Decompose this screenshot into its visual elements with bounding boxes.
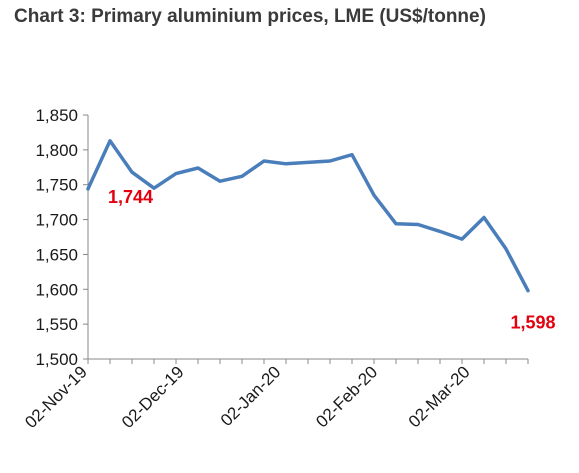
- y-tick-label: 1,650: [35, 245, 78, 264]
- x-tick-label: 02-Feb-20: [312, 362, 381, 431]
- chart-title: Chart 3: Primary aluminium prices, LME (…: [14, 6, 486, 27]
- data-label: 1,598: [510, 313, 555, 333]
- series-group: [86, 139, 530, 293]
- y-tick-label: 1,750: [35, 176, 78, 195]
- y-axis-tick-labels: 1,500 1,550 1,600 1,650 1,700 1,750 1,800 1,850: [35, 106, 78, 369]
- y-tick-label: 1,550: [35, 315, 78, 334]
- data-label: 1,744: [108, 187, 153, 207]
- y-tick-label: 1,850: [35, 106, 78, 125]
- price-series-line: [86, 139, 530, 293]
- y-tick-label: 1,700: [35, 211, 78, 230]
- x-tick-label: 02-Nov-19: [21, 362, 91, 432]
- x-tick-label: 02-Dec-19: [118, 362, 188, 432]
- y-tick-label: 1,800: [35, 141, 78, 160]
- x-tick-label: 02-Jan-20: [217, 362, 285, 430]
- x-axis-tick-labels: 02-Nov-19 02-Dec-19 02-Jan-20 02-Feb-20 02-M…: [21, 362, 473, 432]
- data-labels: 1,744 1,598: [108, 187, 556, 333]
- x-tick-label: 02-Mar-20: [405, 362, 474, 431]
- chart-axes: [83, 114, 529, 364]
- y-tick-label: 1,500: [35, 350, 78, 369]
- y-tick-label: 1,600: [35, 280, 78, 299]
